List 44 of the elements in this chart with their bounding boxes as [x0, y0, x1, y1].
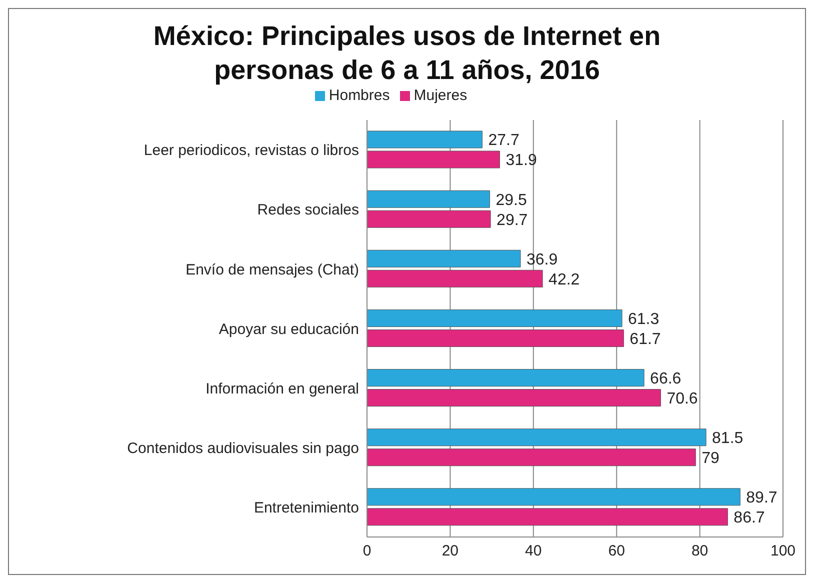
- bar: [367, 150, 500, 168]
- bar: [367, 329, 624, 347]
- bar: [367, 488, 740, 506]
- data-label: 61.3: [628, 310, 660, 328]
- x-tick-label: 60: [608, 542, 625, 560]
- x-tick-label: 40: [525, 542, 542, 560]
- bar: [367, 210, 491, 228]
- chart-title: México: Principales usos de Internet en personas de 6 a 11 años, 2016: [152, 20, 662, 87]
- data-label: 61.7: [630, 330, 661, 348]
- y-tick-label: Contenidos audiovisuales sin pago: [127, 440, 359, 457]
- bar: [367, 250, 521, 268]
- bar: [367, 389, 661, 407]
- bar: [367, 270, 543, 288]
- legend-label: Hombres: [328, 87, 390, 104]
- bar: [367, 448, 696, 466]
- x-tick-label: 100: [770, 542, 796, 560]
- data-label: 36.9: [526, 251, 558, 268]
- data-label: 66.6: [650, 370, 682, 388]
- data-label: 86.7: [734, 510, 765, 527]
- x-tick-label: 80: [691, 542, 708, 560]
- data-label: 29.7: [496, 212, 528, 229]
- bar: [367, 428, 706, 446]
- data-label: 89.7: [746, 490, 778, 507]
- data-label: 79: [702, 450, 720, 468]
- bar: [367, 508, 728, 526]
- data-label: 31.9: [506, 152, 537, 170]
- bar: [367, 309, 622, 327]
- data-label: 27.7: [488, 132, 520, 150]
- y-tick-label: Redes sociales: [257, 202, 359, 219]
- y-tick-label: Leer periodicos, revistas o libros: [144, 142, 359, 160]
- x-tick-label: 20: [442, 542, 459, 560]
- bar: [367, 130, 482, 148]
- y-tick-label: Apoyar su educación: [218, 320, 359, 338]
- y-tick-label: Envío de mensajes (Chat): [186, 261, 359, 278]
- bar: [367, 369, 644, 387]
- x-tick-label: 0: [362, 542, 372, 560]
- legend-label: Mujeres: [414, 87, 468, 104]
- data-label: 70.6: [666, 390, 698, 408]
- data-label: 81.5: [712, 430, 744, 448]
- data-label: 42.2: [548, 271, 580, 288]
- bar: [367, 190, 490, 208]
- data-label: 29.5: [496, 192, 527, 209]
- y-tick-label: Información en general: [206, 380, 359, 398]
- y-tick-label: Entretenimiento: [254, 500, 359, 517]
